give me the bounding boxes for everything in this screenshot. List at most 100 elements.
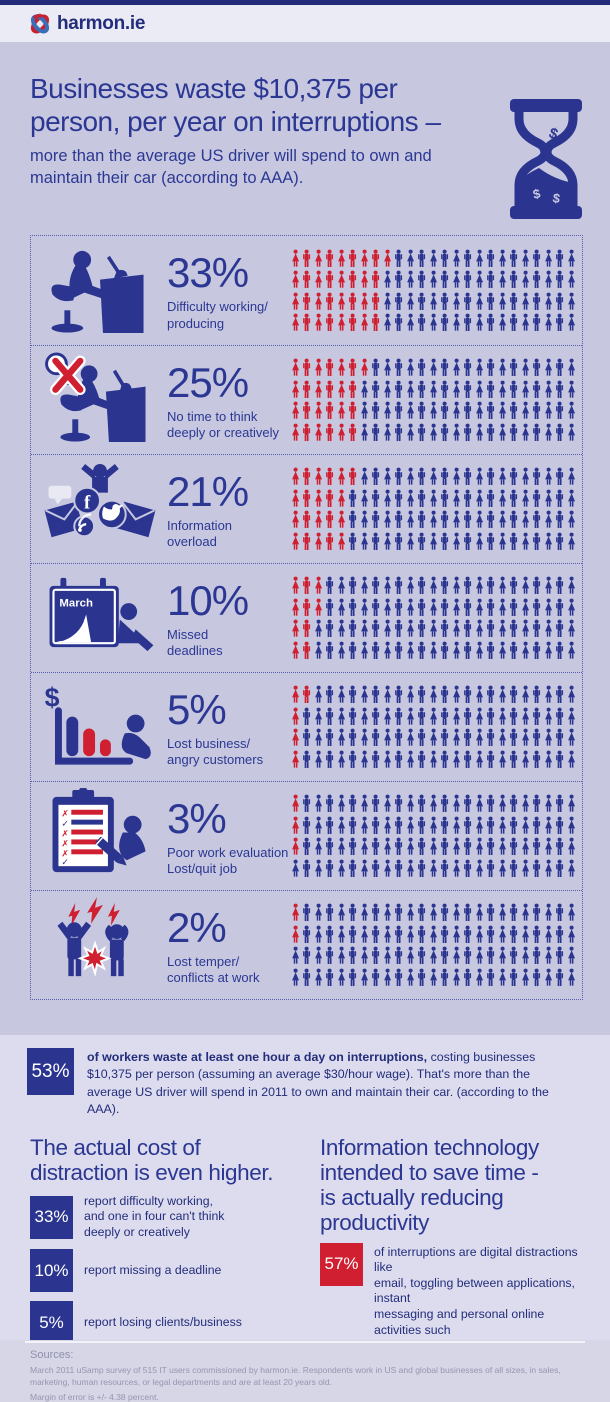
person-figure-woman-icon bbox=[475, 467, 483, 485]
person-figure-man-icon bbox=[556, 598, 564, 616]
person-figure-woman-icon bbox=[406, 510, 414, 528]
person-figure-woman-icon bbox=[521, 489, 529, 507]
person-figure-woman-icon bbox=[567, 750, 575, 768]
person-figure-man-icon bbox=[303, 292, 311, 310]
person-figure-man-icon bbox=[303, 946, 311, 965]
person-figure-woman-icon bbox=[521, 532, 529, 550]
stat-row: $ 5% Lost business/angry customers bbox=[31, 672, 582, 781]
person-figure-man-icon bbox=[372, 576, 380, 595]
person-figure-man-icon bbox=[326, 641, 334, 659]
person-figure-man-icon bbox=[303, 903, 311, 922]
person-figure-woman-icon bbox=[360, 619, 368, 637]
person-figure-woman-icon bbox=[315, 249, 323, 267]
person-figure-man-icon bbox=[303, 728, 311, 747]
person-figure-woman-icon bbox=[292, 467, 300, 485]
person-figure-man-icon bbox=[418, 946, 426, 965]
person-figure-man-icon bbox=[464, 401, 472, 420]
person-figure-woman-icon bbox=[544, 489, 552, 507]
person-figure-man-icon bbox=[395, 598, 403, 616]
poor-evaluation-clipboard-icon: ✗ ✓ ✗ ✗ ✗ ✓ bbox=[31, 788, 167, 884]
stat-label: No time to think deeply or creatively bbox=[167, 408, 279, 441]
person-figure-woman-icon bbox=[292, 358, 300, 376]
person-figure-woman-icon bbox=[475, 728, 483, 746]
person-figure-woman-icon bbox=[360, 380, 368, 398]
person-figure-woman-icon bbox=[292, 750, 300, 768]
person-figure-man-icon bbox=[487, 685, 495, 704]
no-thinking-desk-icon bbox=[31, 352, 167, 448]
person-figure-woman-icon bbox=[383, 313, 391, 331]
person-figure-man-icon bbox=[326, 619, 334, 638]
person-figure-woman-icon bbox=[292, 270, 300, 288]
person-figure-man-icon bbox=[487, 249, 495, 267]
person-figure-woman-icon bbox=[429, 816, 437, 834]
person-figure-woman-icon bbox=[521, 968, 529, 986]
person-figure-man-icon bbox=[487, 313, 495, 332]
person-figure-man-icon bbox=[418, 401, 426, 420]
person-figure-man-icon bbox=[326, 401, 334, 420]
person-figure-man-icon bbox=[556, 641, 564, 659]
person-figure-man-icon bbox=[533, 750, 541, 768]
person-figure-woman-icon bbox=[475, 380, 483, 398]
person-figure-man-icon bbox=[372, 903, 380, 922]
callout-53-percent: 53% of workers waste at least one hour a… bbox=[27, 1048, 610, 1119]
person-figure-man-icon bbox=[441, 576, 449, 595]
person-figure-man-icon bbox=[418, 816, 426, 834]
person-figure-man-icon bbox=[349, 685, 357, 704]
person-figure-woman-icon bbox=[452, 816, 460, 834]
person-figure-woman-icon bbox=[315, 837, 323, 855]
person-figure-woman-icon bbox=[452, 946, 460, 964]
person-figure-man-icon bbox=[395, 837, 403, 856]
person-figure-man-icon bbox=[441, 380, 449, 398]
person-figure-man-icon bbox=[556, 270, 564, 289]
person-figure-man-icon bbox=[556, 510, 564, 529]
svg-text:✓: ✓ bbox=[61, 858, 68, 868]
person-figure-man-icon bbox=[372, 619, 380, 638]
stat-item-text: report losing clients/business bbox=[84, 1315, 242, 1330]
person-figure-man-icon bbox=[418, 380, 426, 398]
stat-percent: 5% bbox=[167, 685, 227, 733]
person-figure-woman-icon bbox=[544, 925, 552, 943]
person-figure-woman-icon bbox=[521, 270, 529, 288]
person-figure-man-icon bbox=[556, 532, 564, 550]
person-figure-man-icon bbox=[464, 925, 472, 943]
person-figure-woman-icon bbox=[315, 467, 323, 485]
stat-label: Lost temper/conflicts at work bbox=[167, 953, 260, 986]
lower-panel: 53% of workers waste at least one hour a… bbox=[0, 1035, 610, 1402]
person-figure-woman-icon bbox=[498, 794, 506, 812]
person-figure-man-icon bbox=[395, 685, 403, 704]
person-figure-woman-icon bbox=[475, 816, 483, 834]
person-figure-woman-icon bbox=[406, 837, 414, 855]
person-figure-woman-icon bbox=[452, 313, 460, 331]
person-figure-woman-icon bbox=[406, 925, 414, 943]
person-figure-man-icon bbox=[395, 946, 403, 965]
person-figure-man-icon bbox=[464, 728, 472, 747]
person-figure-man-icon bbox=[510, 313, 518, 332]
person-figure-woman-icon bbox=[498, 685, 506, 703]
person-figure-man-icon bbox=[372, 750, 380, 768]
person-figure-woman-icon bbox=[338, 968, 345, 986]
person-figure-woman-icon bbox=[429, 292, 437, 310]
actual-cost-column: The actual cost of distraction is even hi… bbox=[30, 1135, 320, 1402]
person-figure-man-icon bbox=[441, 903, 449, 922]
person-figure-man-icon bbox=[464, 598, 472, 616]
person-figure-man-icon bbox=[418, 576, 426, 595]
person-figure-man-icon bbox=[303, 489, 311, 507]
person-figure-woman-icon bbox=[567, 837, 575, 855]
person-figure-woman-icon bbox=[360, 794, 368, 812]
person-figure-woman-icon bbox=[406, 249, 414, 267]
person-figure-woman-icon bbox=[315, 859, 323, 877]
person-figure-man-icon bbox=[556, 707, 564, 725]
person-figure-man-icon bbox=[533, 794, 541, 813]
person-figure-woman-icon bbox=[338, 641, 345, 659]
person-figure-man-icon bbox=[349, 816, 357, 834]
person-figure-woman-icon bbox=[475, 510, 483, 528]
person-figure-man-icon bbox=[326, 903, 334, 922]
person-figure-woman-icon bbox=[406, 728, 414, 746]
person-figure-woman-icon bbox=[292, 641, 300, 659]
svg-text:$: $ bbox=[532, 186, 543, 202]
person-figure-woman-icon bbox=[338, 423, 345, 441]
person-figure-man-icon bbox=[487, 489, 495, 507]
person-figure-woman-icon bbox=[383, 619, 391, 637]
person-figure-woman-icon bbox=[544, 859, 552, 877]
